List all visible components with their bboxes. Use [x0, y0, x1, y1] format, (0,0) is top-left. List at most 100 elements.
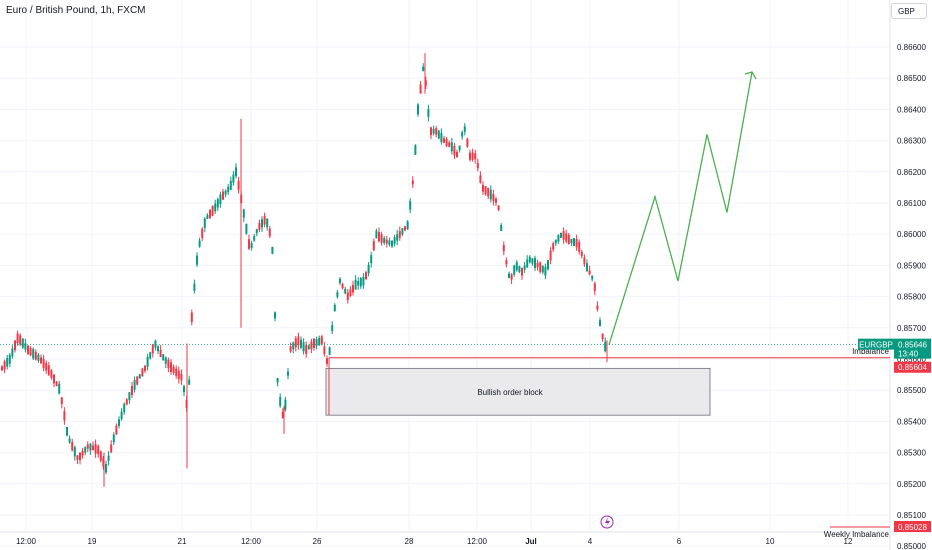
candle-body — [471, 152, 474, 160]
candle-body — [456, 151, 458, 158]
candle-body — [120, 411, 123, 419]
candle-body — [97, 445, 100, 455]
price-tick-label: 0.85700 — [897, 324, 926, 333]
price-axis[interactable]: 0.86600 0.86500 0.86400 0.86300 0.86200 0.861… — [889, 0, 926, 550]
currency-button[interactable]: GBP — [891, 3, 927, 19]
candle-body — [489, 189, 492, 200]
candle-body — [398, 231, 401, 238]
candle-body — [461, 132, 464, 137]
candle-body — [573, 238, 575, 246]
candle-body — [359, 278, 362, 287]
candle-body — [47, 365, 50, 375]
candle-body — [547, 260, 549, 270]
candle-body — [19, 335, 22, 345]
candle-body — [268, 228, 271, 237]
candle-body — [523, 265, 526, 270]
candle-body — [81, 450, 84, 456]
candle-body — [352, 284, 354, 293]
last-price-value: 0.85646 — [898, 341, 927, 350]
candle-body — [73, 447, 76, 457]
price-tick-label: 0.85500 — [897, 386, 926, 395]
time-tick-label: 12 — [844, 537, 853, 546]
candle-body — [320, 336, 323, 345]
price-tick-label: 0.85900 — [897, 261, 926, 270]
candle-body — [196, 255, 198, 265]
candle-body — [302, 342, 305, 352]
candle-body — [24, 343, 27, 350]
candle-body — [315, 339, 318, 346]
time-tick-label: 26 — [313, 537, 322, 546]
candle-body — [40, 357, 42, 364]
candle-body — [89, 443, 92, 451]
last-price-tag — [894, 338, 931, 359]
candle-body — [508, 273, 510, 279]
candle-body — [346, 292, 349, 300]
candle-body — [211, 206, 214, 216]
candle-body — [133, 379, 136, 390]
candle-body — [393, 237, 396, 244]
candle-body — [419, 84, 422, 94]
candle-body — [16, 333, 19, 344]
candle-body — [596, 305, 599, 310]
price-tick-label: 0.85600 — [897, 355, 926, 364]
candle-body — [341, 283, 344, 289]
price-tick-label: 0.85300 — [897, 449, 926, 458]
candle-body — [593, 283, 596, 292]
candle-body — [222, 191, 224, 200]
candle-body — [287, 371, 289, 376]
symbol-tag-label: EURGBP — [859, 341, 893, 350]
candle-body — [492, 194, 495, 202]
candle-body — [450, 142, 453, 152]
time-tick-label: 19 — [88, 537, 97, 546]
candle-body — [138, 374, 141, 379]
imbalance-price-value: 0.85604 — [898, 363, 927, 372]
candle-body — [362, 276, 365, 286]
candle-body — [175, 368, 178, 376]
candle-body — [125, 399, 128, 405]
price-tick-label: 0.86200 — [897, 168, 926, 177]
candle-body — [474, 153, 477, 160]
candle-body — [570, 238, 573, 244]
candle-body — [214, 203, 217, 212]
weekly-imbalance-value: 0.85028 — [898, 523, 927, 532]
candle-body — [34, 351, 37, 360]
candle-body — [242, 209, 245, 218]
projection-path — [608, 71, 753, 345]
candlestick-series — [1, 53, 608, 487]
time-tick-label: 21 — [178, 537, 187, 546]
candle-body — [248, 239, 250, 249]
imbalance-label: Imbalance — [852, 347, 889, 356]
candle-body — [232, 174, 235, 183]
candle-body — [203, 218, 206, 228]
candle-body — [307, 345, 310, 350]
candle-body — [414, 145, 417, 155]
candle-body — [424, 80, 427, 86]
candle-body — [427, 109, 430, 117]
time-axis[interactable]: 12:00 19 21 12:00 26 28 12:00 Jul 4 6 10 12 — [0, 531, 932, 546]
candle-body — [544, 266, 547, 276]
candle-body — [227, 186, 230, 193]
candle-body — [354, 279, 357, 290]
candle-body — [201, 228, 204, 239]
candle-body — [440, 133, 443, 143]
candle-body — [3, 361, 6, 370]
time-tick-label: 12:00 — [16, 537, 37, 546]
candle-body — [86, 444, 89, 449]
candle-body — [131, 386, 133, 395]
candle-body — [536, 262, 539, 268]
candle-body — [375, 230, 378, 239]
candle-body — [110, 444, 113, 453]
candle-body — [406, 221, 409, 230]
candle-body — [1, 366, 3, 371]
candle-body — [500, 224, 503, 231]
candle-body — [430, 127, 432, 136]
candle-body — [385, 239, 388, 244]
price-tick-label: 0.85800 — [897, 293, 926, 302]
candle-body — [549, 250, 552, 261]
time-tick-label: 12:00 — [241, 537, 262, 546]
candle-body — [66, 426, 68, 436]
candle-body — [518, 265, 521, 273]
time-tick-label: 12:00 — [467, 537, 488, 546]
